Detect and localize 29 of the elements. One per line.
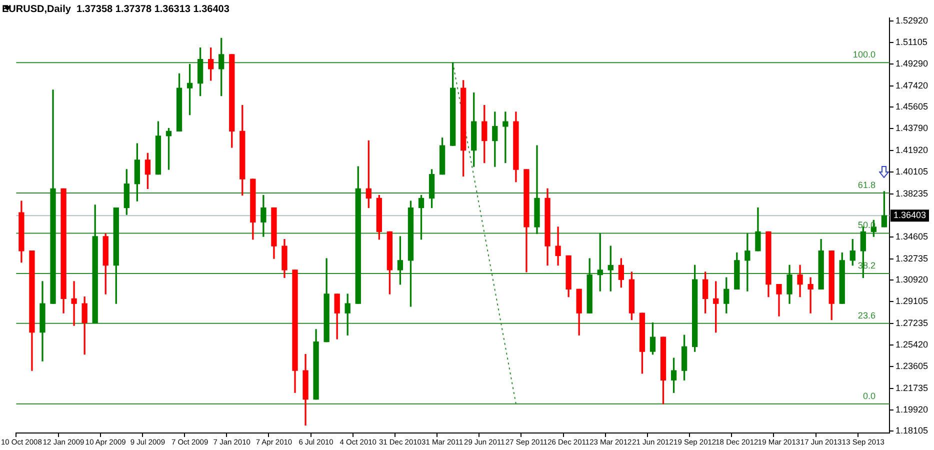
y-tick-label: 1.19920 xyxy=(895,404,928,414)
annotation: 0.0 xyxy=(862,390,876,401)
y-tick-label: 1.45605 xyxy=(895,102,928,112)
annotation: 100.0 xyxy=(852,50,876,60)
candlestick xyxy=(502,112,508,164)
y-tick-label: 1.47420 xyxy=(895,80,928,90)
annotation: 61.8 xyxy=(858,180,876,190)
y-tick-label: 1.38235 xyxy=(895,188,928,199)
y-tick-label: 1.40105 xyxy=(895,166,928,177)
candlestick xyxy=(71,281,77,326)
y-tick-label: 1.21735 xyxy=(895,382,928,393)
y-tick-label: 1.18105 xyxy=(895,426,928,436)
y-tick-label: 1.30920 xyxy=(895,274,928,285)
y-tick-label: 1.27235 xyxy=(895,318,928,328)
y-tick-label: 1.29105 xyxy=(895,296,928,306)
y-tick-label: 1.32735 xyxy=(895,253,928,264)
y-tick-label: 1.25420 xyxy=(895,339,928,350)
y-tick-label: 1.34605 xyxy=(895,231,928,242)
y-tick-label: 1.51105 xyxy=(895,36,928,47)
y-tick-label: 1.43790 xyxy=(895,123,928,134)
y-tick-label: 1.23605 xyxy=(895,360,928,371)
y-tick-label: 1.49290 xyxy=(895,58,928,68)
chart-title: EURUSD,Daily 1.37358 1.37378 1.36313 1.36403 xyxy=(2,4,230,15)
annotation: 23.6 xyxy=(858,310,876,320)
y-tick-label: 1.52920 xyxy=(895,16,928,26)
y-tick-label: 1.41920 xyxy=(895,145,928,156)
ref-line-label: 1.36403 xyxy=(893,210,926,220)
candlestick xyxy=(744,233,750,292)
candlestick xyxy=(808,277,814,314)
